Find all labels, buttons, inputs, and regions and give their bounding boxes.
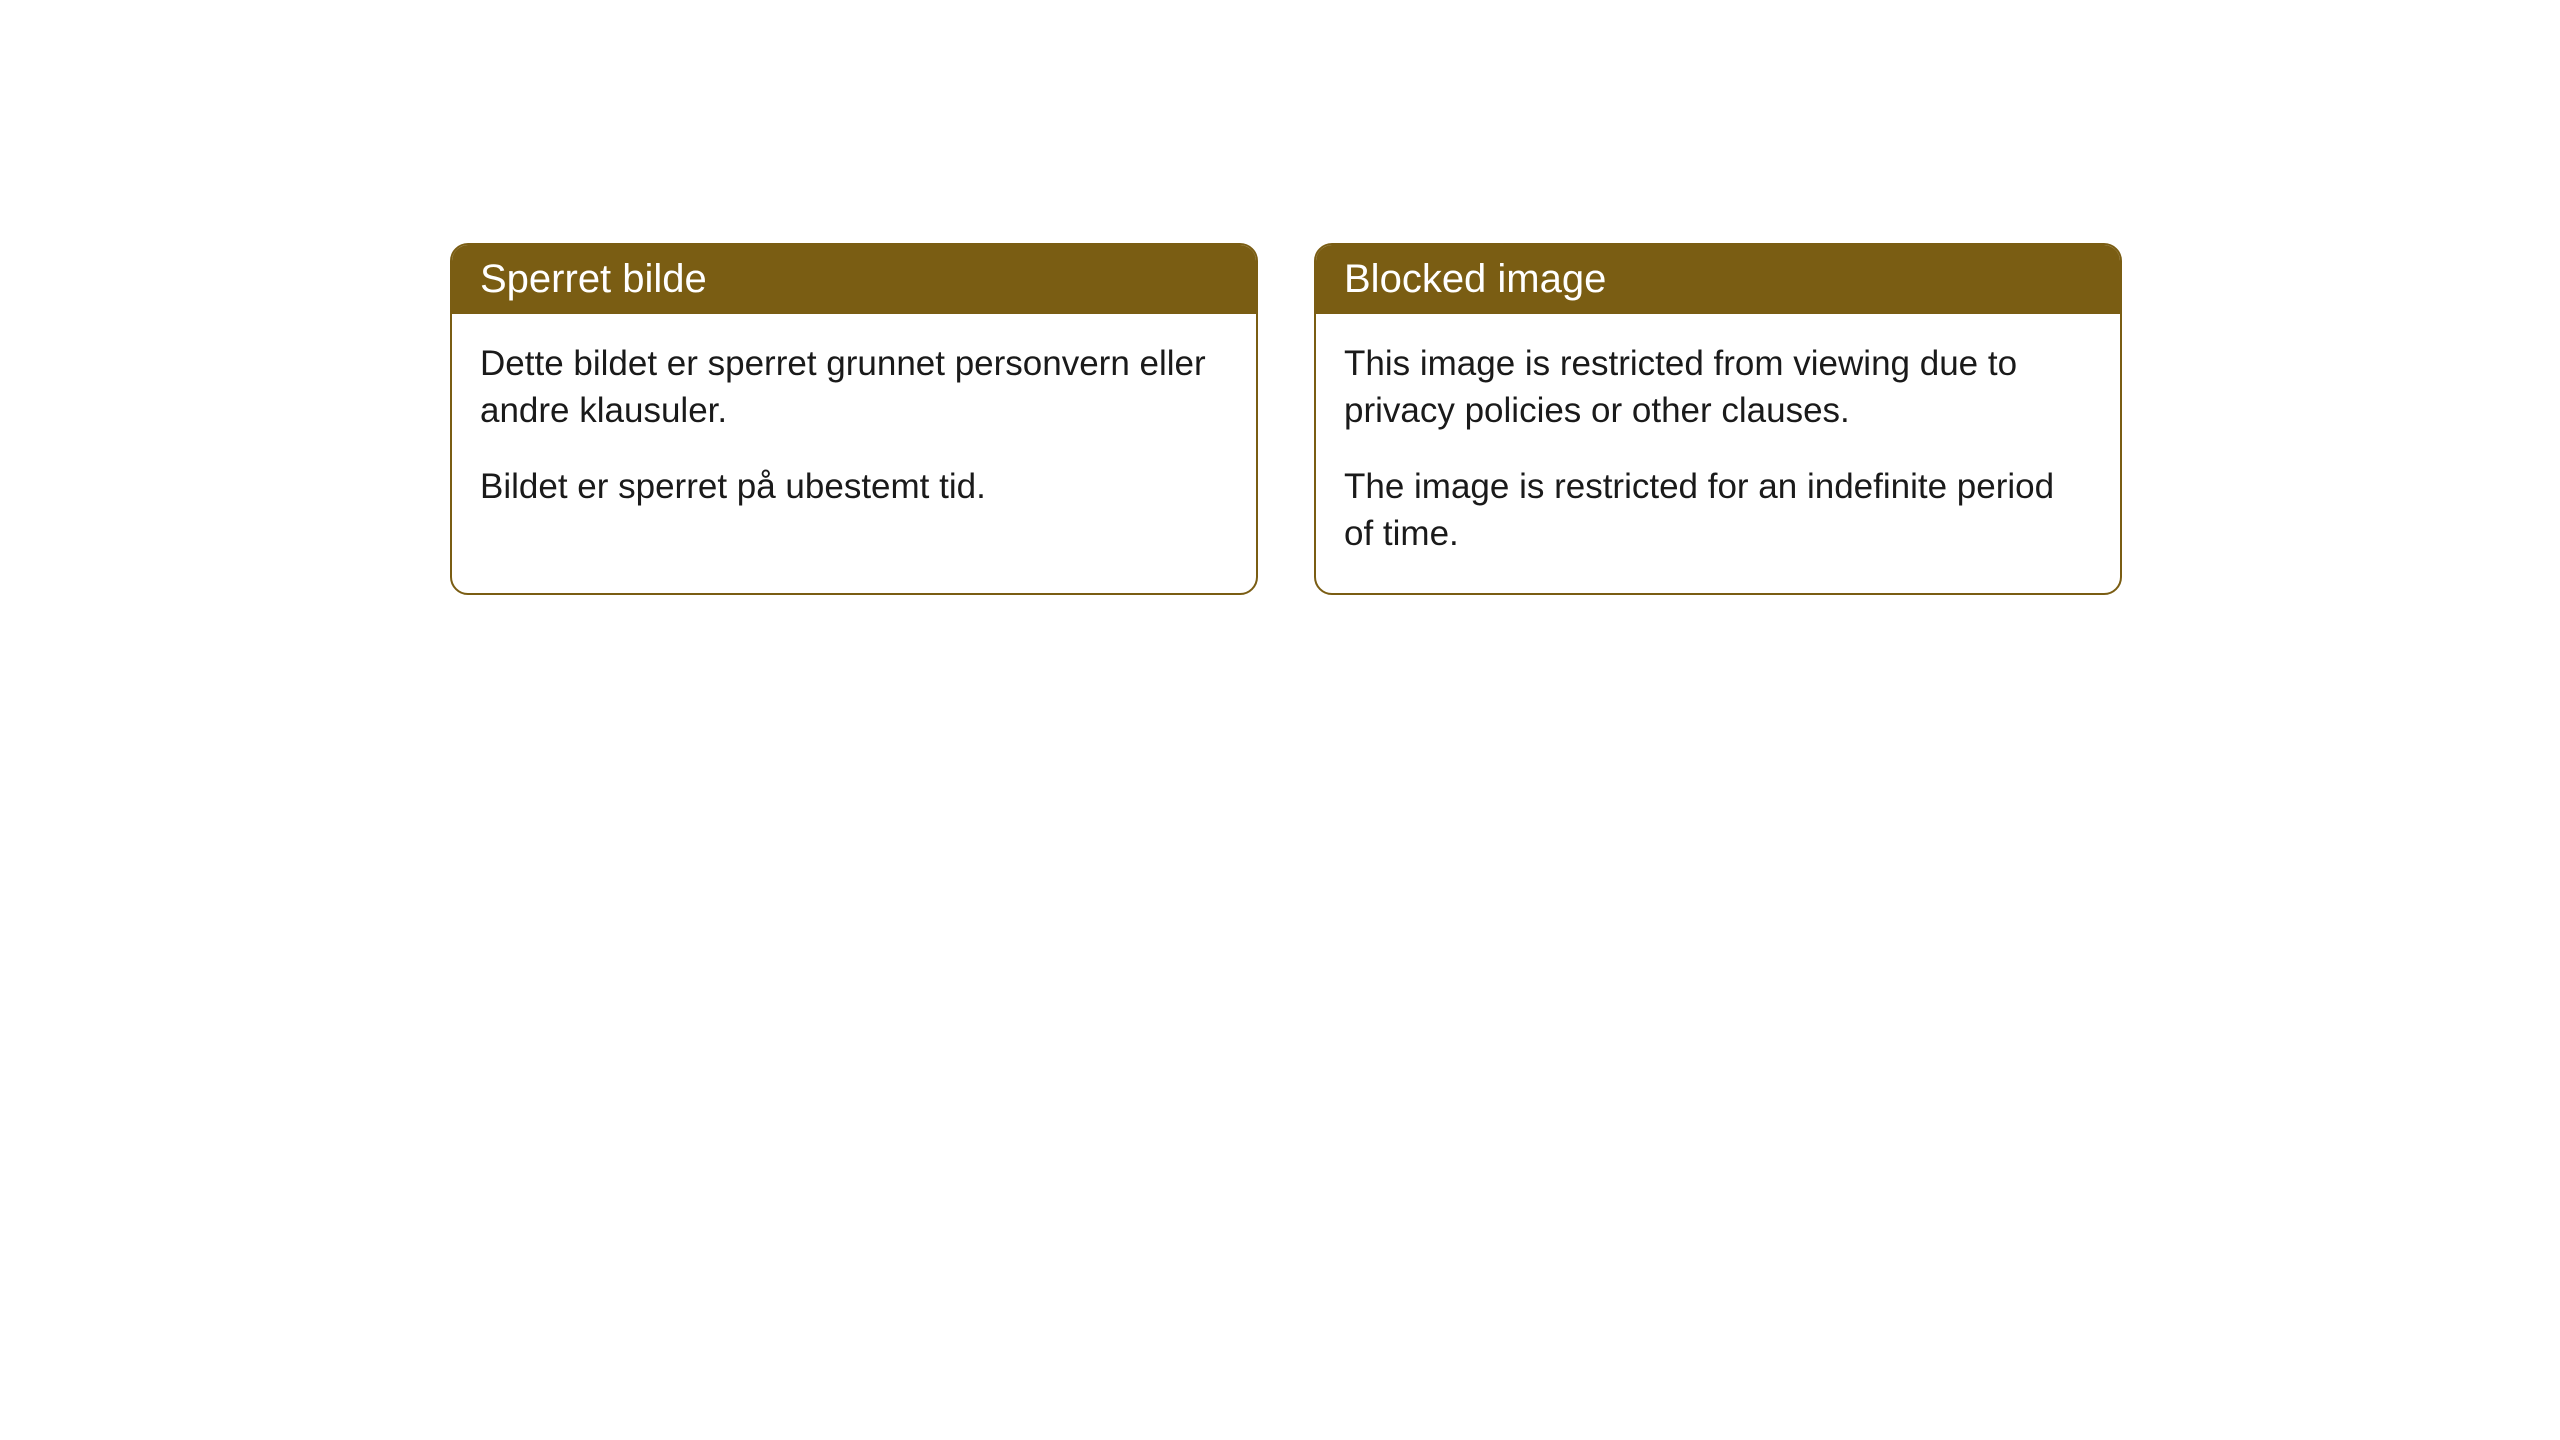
card-title: Sperret bilde	[480, 257, 707, 301]
card-header-norwegian: Sperret bilde	[452, 245, 1256, 314]
notice-card-english: Blocked image This image is restricted f…	[1314, 243, 2122, 595]
notice-text-2: The image is restricted for an indefinit…	[1344, 463, 2092, 558]
card-header-english: Blocked image	[1316, 245, 2120, 314]
notice-text-1: This image is restricted from viewing du…	[1344, 340, 2092, 435]
notice-text-2: Bildet er sperret på ubestemt tid.	[480, 463, 1228, 510]
notice-card-norwegian: Sperret bilde Dette bildet er sperret gr…	[450, 243, 1258, 595]
notice-cards-container: Sperret bilde Dette bildet er sperret gr…	[450, 243, 2122, 595]
card-title: Blocked image	[1344, 257, 1606, 301]
card-body-english: This image is restricted from viewing du…	[1316, 314, 2120, 593]
card-body-norwegian: Dette bildet er sperret grunnet personve…	[452, 314, 1256, 546]
notice-text-1: Dette bildet er sperret grunnet personve…	[480, 340, 1228, 435]
